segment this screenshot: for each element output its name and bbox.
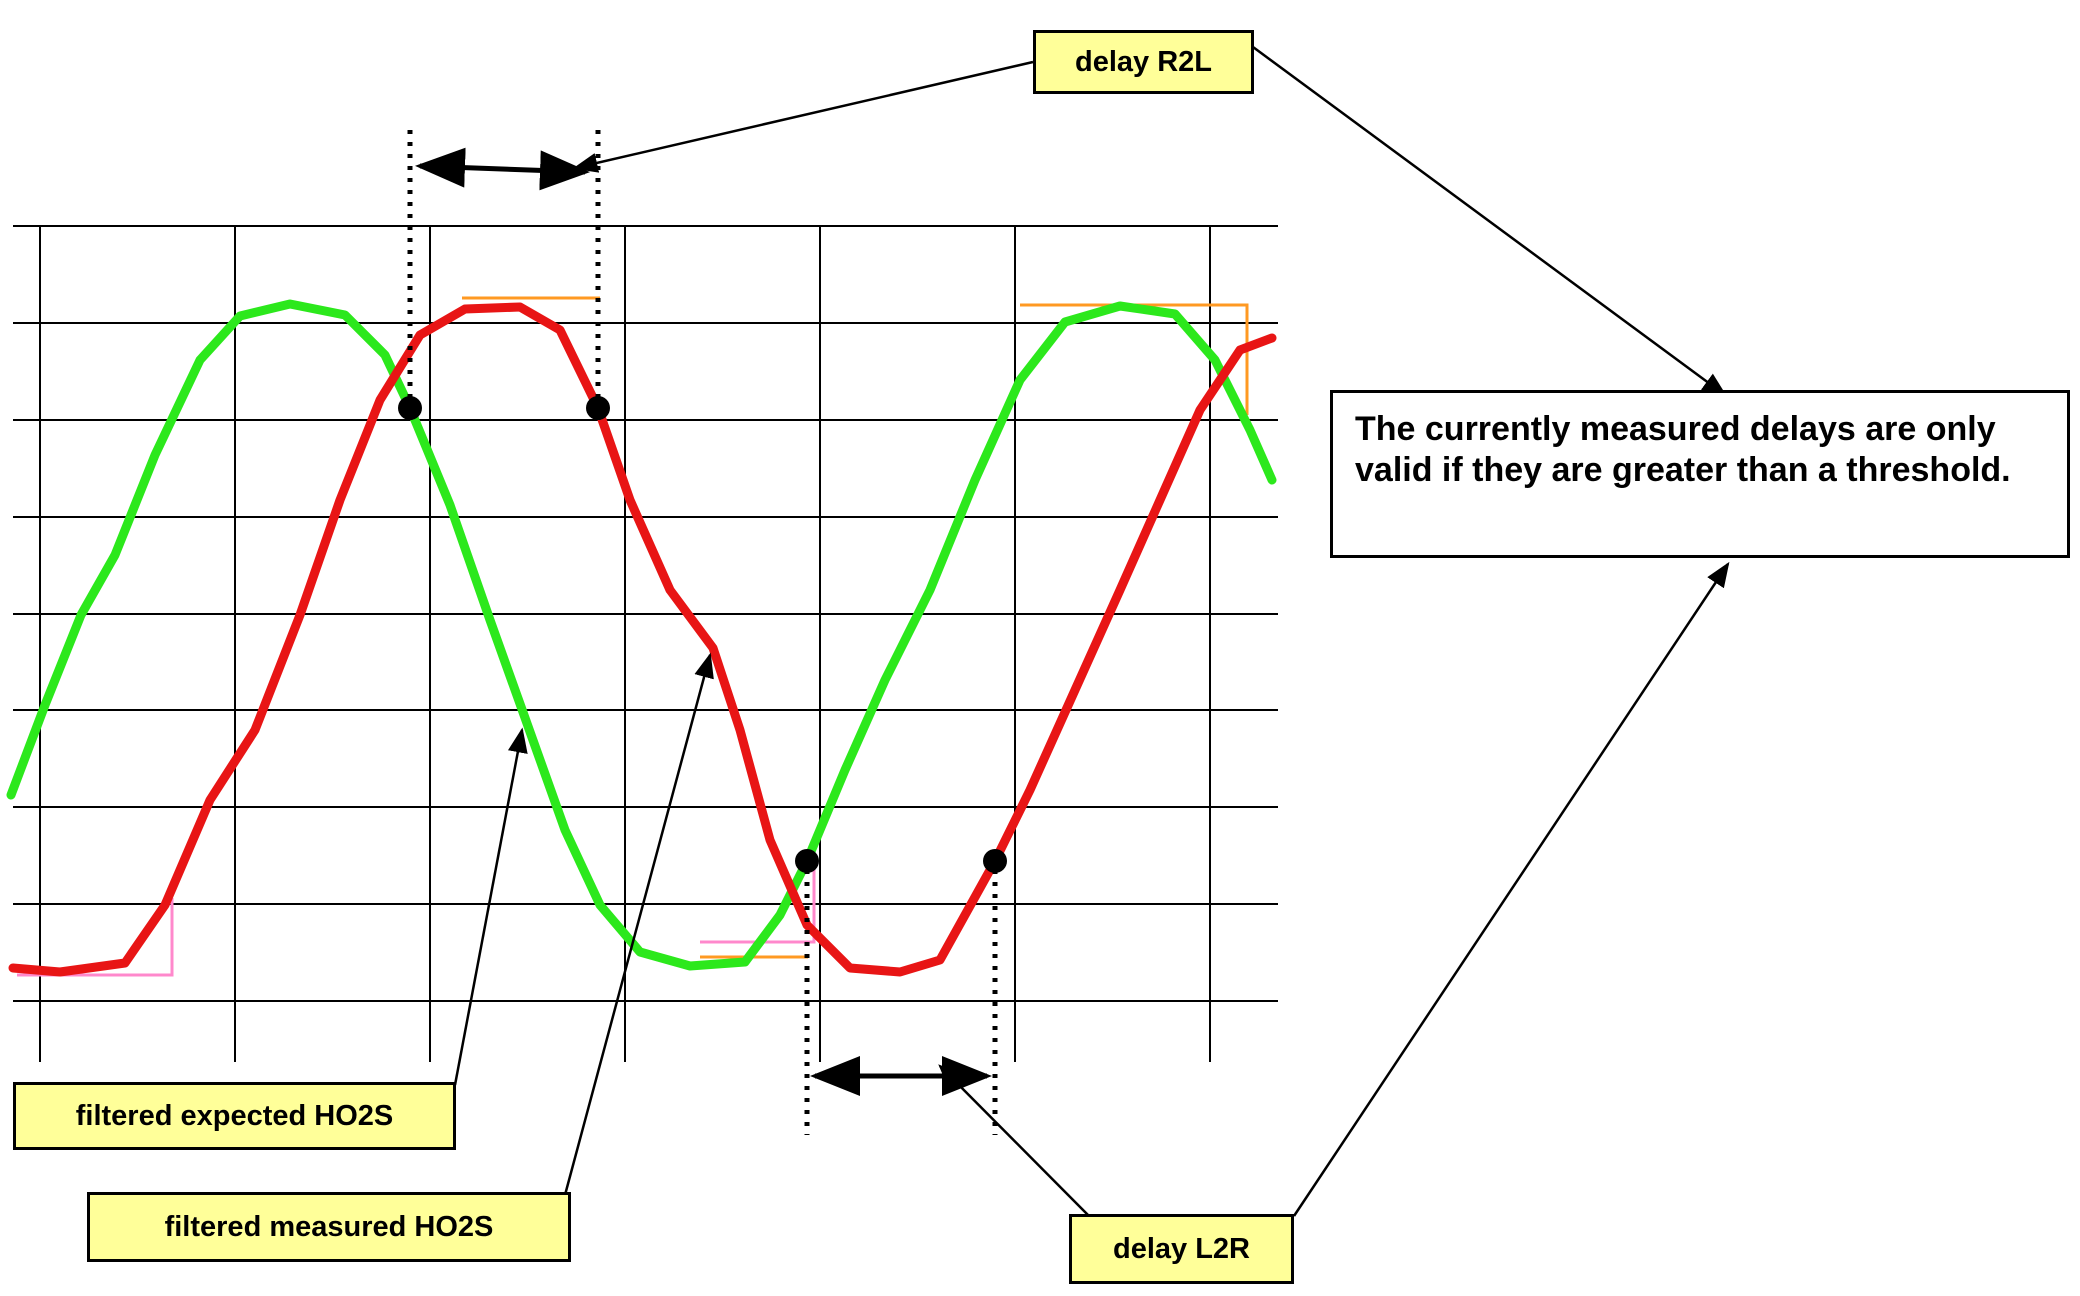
leader-measured-label-to-curve bbox=[563, 652, 714, 1196]
delay-r2l-label: delay R2L bbox=[1033, 30, 1254, 94]
measured-waveform bbox=[8, 302, 1277, 977]
plot-grid bbox=[13, 225, 1278, 1062]
filtered-measured-label: filtered measured HO2S bbox=[87, 1192, 571, 1262]
filtered-expected-label: filtered expected HO2S bbox=[13, 1082, 456, 1150]
delay-r2l-span-arrow bbox=[415, 147, 590, 191]
crossing-dot-l2r-end bbox=[983, 849, 1007, 873]
crossing-dot-l2r-start bbox=[795, 849, 819, 873]
filtered-measured-label-text: filtered measured HO2S bbox=[164, 1210, 494, 1243]
filtered-expected-label-text: filtered expected HO2S bbox=[75, 1099, 394, 1132]
expected-waveform bbox=[6, 299, 1277, 971]
delay-l2r-label-text: delay L2R bbox=[1113, 1232, 1250, 1265]
leader-delay-l2r-to-span bbox=[938, 1064, 1090, 1217]
reference-square-wave-pink bbox=[17, 868, 816, 977]
leader-delay-l2r-to-note bbox=[1292, 561, 1730, 1217]
crossing-dots bbox=[398, 396, 1007, 873]
crossing-dot-r2l-end bbox=[586, 396, 610, 420]
leader-delay-r2l-to-note bbox=[1252, 45, 1728, 397]
leader-delay-r2l-to-span bbox=[572, 60, 1034, 173]
delay-r2l-label-text: delay R2L bbox=[1075, 45, 1212, 78]
threshold-note: The currently measured delays are only v… bbox=[1330, 390, 2070, 558]
delay-l2r-label: delay L2R bbox=[1069, 1214, 1294, 1284]
delay-guide-lines bbox=[407, 130, 998, 1135]
threshold-note-text: The currently measured delays are only v… bbox=[1355, 410, 2011, 489]
leader-expected-label-to-curve bbox=[453, 727, 528, 1086]
crossing-dot-r2l-start bbox=[398, 396, 422, 420]
